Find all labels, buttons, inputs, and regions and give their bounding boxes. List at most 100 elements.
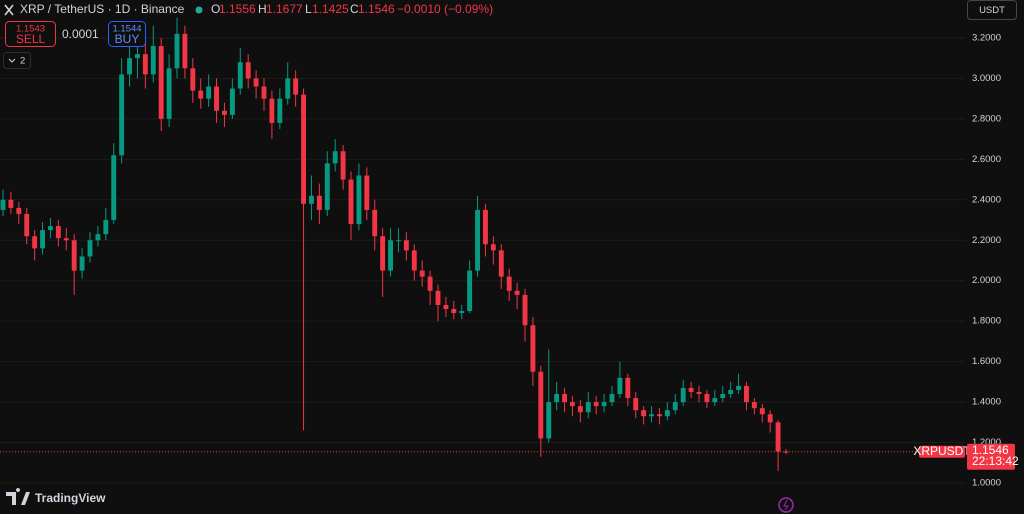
y-tick-label: 2.6000 (972, 154, 1001, 165)
currency-button[interactable] (967, 0, 1017, 20)
symbol-tag (919, 445, 965, 458)
candle-body (475, 209, 480, 271)
y-tick-label: 3.2000 (972, 32, 1001, 43)
buy-button[interactable] (108, 21, 146, 47)
candle-body (388, 240, 393, 271)
candle-body (506, 276, 512, 291)
candle-body (356, 175, 362, 225)
candle-body (63, 238, 69, 241)
candle-body (277, 98, 283, 123)
candle-body (672, 402, 678, 411)
candle-body (443, 304, 449, 310)
candle-body (411, 250, 417, 271)
candle-body (0, 199, 6, 210)
candle-body (127, 58, 132, 75)
candle-body (609, 393, 615, 403)
candle-body (285, 78, 291, 99)
candle-body (158, 46, 164, 119)
candle-body (214, 86, 219, 111)
candle-body (206, 86, 212, 99)
brand-name: TradingView (35, 491, 106, 505)
candle-body (372, 209, 378, 237)
candle-body (649, 414, 654, 417)
candle-body (380, 236, 386, 271)
plot (0, 17, 789, 471)
candle-body (269, 98, 275, 123)
candle-body (633, 398, 639, 411)
candle-body (435, 290, 441, 305)
candle-body (498, 250, 504, 277)
candle-body (332, 151, 338, 164)
candle-body (48, 226, 53, 231)
candle-body (340, 151, 346, 180)
alert-icon[interactable] (778, 497, 794, 513)
y-tick-label: 1.6000 (972, 356, 1001, 367)
candle-body (71, 240, 77, 271)
candle-body (245, 62, 251, 79)
candle-body (324, 163, 330, 210)
candle-body (467, 270, 473, 312)
grid (0, 37, 965, 484)
candle-body (119, 74, 125, 156)
candle-body (577, 406, 583, 413)
price-tag (967, 443, 1015, 470)
y-tick-label: 1.8000 (972, 316, 1001, 327)
ohlc-label: C (350, 2, 359, 16)
y-tick-label: 2.8000 (972, 113, 1001, 124)
candle-body (664, 410, 670, 417)
candle-body (712, 398, 718, 403)
indicators-toggle[interactable] (3, 52, 31, 69)
candle-body (427, 276, 433, 291)
candle-body (570, 402, 575, 407)
change-value: −0.0010 (−0.09%) (397, 2, 493, 16)
sell-button[interactable] (5, 21, 56, 47)
y-tick-label: 1.4000 (972, 397, 1001, 408)
candle-body (775, 422, 781, 452)
symbol-icon (4, 4, 14, 16)
candle-body (348, 179, 354, 225)
candle-body (111, 155, 117, 221)
candle-body (301, 94, 306, 204)
symbol-title[interactable]: XRP / TetherUS · 1D · Binance (20, 2, 185, 16)
candle-body (79, 256, 85, 271)
candle-body (182, 33, 188, 69)
candle-body (617, 377, 623, 394)
symbol-tag-label: XRPUSDT (913, 444, 971, 458)
y-tick-label: 1.0000 (972, 478, 1001, 489)
candle-body (316, 195, 322, 210)
candle-body (759, 408, 765, 415)
candle-body (55, 226, 61, 239)
candle-body (16, 207, 22, 214)
candle-body (593, 402, 599, 407)
candle-body (135, 54, 140, 59)
candle-body (40, 230, 45, 249)
candle-body (403, 240, 409, 251)
ohlc-value: 1.1425 (312, 2, 349, 16)
candle-body (736, 385, 741, 390)
candle-body (704, 393, 710, 403)
overlay: 1.0000 1.2000 1.4000 1.6000 1.8000 2.0000 2.20… (0, 32, 1019, 489)
market-status-dot (195, 6, 203, 14)
candle-body (641, 410, 647, 417)
sell-price: 1.1543 (16, 24, 45, 35)
candle-body (190, 68, 196, 91)
candle-body (522, 294, 528, 326)
candle-body (490, 244, 496, 251)
candle-body (87, 240, 93, 257)
candle-body (680, 387, 686, 403)
candle-body (142, 54, 148, 75)
currency: USDT (979, 5, 1005, 16)
y-tick-label: 2.4000 (972, 194, 1001, 205)
candle-body (222, 110, 227, 115)
candle-body (625, 377, 631, 399)
y-tick-label: 1.2000 (972, 437, 1001, 448)
candle-body (459, 311, 465, 314)
indicators-count: 2 (20, 56, 25, 67)
ohlc-value: 1.1556 (219, 2, 256, 16)
y-tick-label: 2.0000 (972, 275, 1001, 286)
price-tag-value: 1.1546 (972, 443, 1009, 457)
candle-body (32, 236, 38, 249)
ohlc-label: L (305, 2, 312, 16)
candle-body (293, 78, 299, 95)
